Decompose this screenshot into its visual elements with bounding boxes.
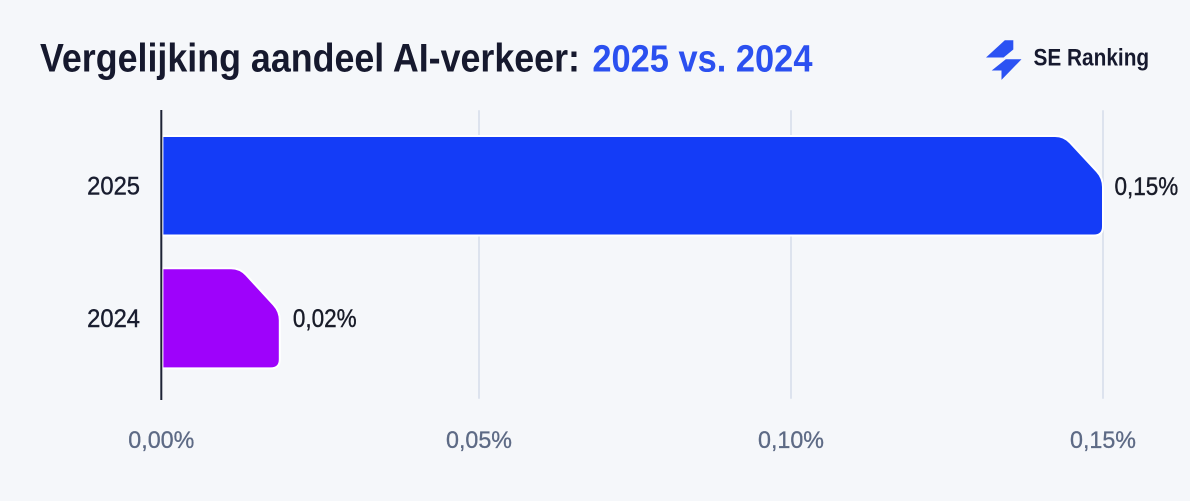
svg-text:2025: 2025 xyxy=(87,173,140,201)
svg-text:0,15%: 0,15% xyxy=(1115,173,1179,201)
svg-text:2025 vs. 2024: 2025 vs. 2024 xyxy=(592,37,812,80)
svg-text:2024: 2024 xyxy=(87,306,140,334)
svg-text:0,15%: 0,15% xyxy=(1070,428,1136,454)
svg-text:0,05%: 0,05% xyxy=(446,428,512,454)
svg-text:0,02%: 0,02% xyxy=(293,305,357,333)
svg-text:0,10%: 0,10% xyxy=(758,428,824,454)
svg-text:Vergelijking aandeel AI-verkee: Vergelijking aandeel AI-verkeer: xyxy=(40,37,580,81)
svg-text:0,00%: 0,00% xyxy=(128,428,194,454)
svg-text:SE Ranking: SE Ranking xyxy=(1034,43,1150,71)
